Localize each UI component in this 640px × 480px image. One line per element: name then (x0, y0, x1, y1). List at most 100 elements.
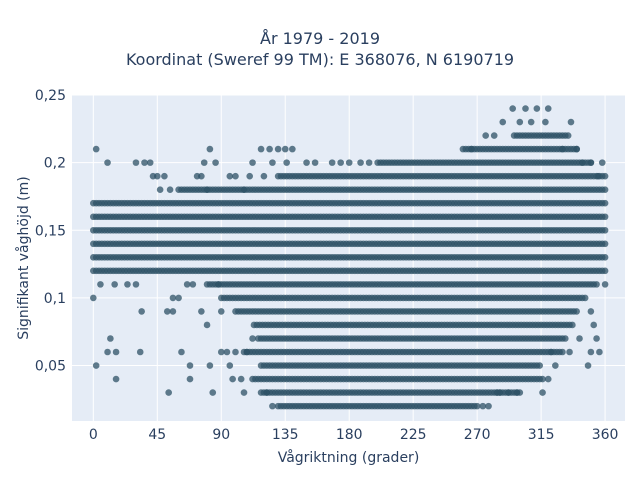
data-point (90, 294, 97, 302)
x-tick-label: 270 (464, 427, 491, 443)
data-point (479, 402, 487, 410)
data-point (178, 348, 185, 356)
data-point (493, 389, 501, 396)
data-point (226, 172, 234, 180)
data-point (136, 348, 144, 356)
data-point (274, 145, 282, 153)
y-tick-label: 0,05 (35, 359, 66, 375)
data-point (542, 118, 549, 126)
data-point (539, 375, 546, 383)
data-point (584, 362, 592, 369)
data-point (593, 281, 600, 288)
data-point (576, 335, 583, 342)
data-point (141, 159, 148, 166)
data-point (166, 186, 174, 193)
data-point (509, 105, 516, 112)
data-point (232, 348, 239, 356)
data-point (169, 294, 177, 302)
data-point (499, 118, 507, 126)
data-point (138, 308, 145, 315)
data-points (90, 105, 609, 410)
data-point (601, 240, 609, 248)
data-point (505, 389, 512, 396)
data-point (263, 389, 271, 396)
data-point (601, 172, 609, 180)
data-point (601, 199, 609, 207)
data-point (596, 348, 603, 356)
data-point (601, 267, 609, 275)
data-point (206, 362, 214, 369)
y-axis-ticks: 0,05 0,1 0,15 0,2 0,25 (35, 88, 66, 375)
data-point (112, 348, 120, 356)
data-point (169, 308, 177, 315)
data-point (186, 375, 194, 383)
data-point (186, 362, 194, 369)
data-point (260, 172, 268, 180)
data-point (601, 213, 609, 221)
data-point (516, 118, 524, 126)
data-point (513, 389, 521, 396)
data-point (203, 321, 211, 329)
data-point (482, 132, 489, 139)
data-point (490, 132, 498, 139)
data-point (269, 159, 276, 166)
data-point (564, 132, 572, 139)
data-point (283, 159, 290, 166)
data-point (468, 145, 475, 153)
data-point (217, 348, 225, 356)
data-point (345, 159, 353, 166)
y-tick-label: 0,25 (35, 88, 66, 104)
data-point (163, 308, 171, 315)
data-point (243, 348, 251, 356)
data-point (200, 159, 208, 166)
x-tick-label: 135 (272, 427, 299, 443)
x-axis-ticks: 0 45 90 135 180 225 270 315 360 (89, 427, 619, 443)
data-point (303, 159, 310, 166)
data-point (544, 375, 552, 383)
data-point (240, 186, 248, 193)
x-tick-label: 180 (336, 427, 363, 443)
data-point (223, 348, 231, 356)
data-point (154, 172, 161, 180)
data-point (206, 145, 214, 153)
x-tick-label: 0 (89, 427, 98, 443)
data-point (598, 159, 606, 166)
x-tick-label: 315 (528, 427, 555, 443)
x-tick-label: 45 (148, 427, 166, 443)
data-point (594, 172, 602, 180)
data-point (559, 348, 566, 356)
data-point (124, 281, 131, 288)
data-point (212, 159, 219, 166)
x-axis-title: Vågriktning (grader) (278, 449, 420, 466)
data-point (581, 294, 589, 302)
data-point (544, 105, 552, 112)
data-point (601, 254, 609, 261)
data-point (601, 281, 609, 288)
data-point (104, 159, 111, 166)
data-point (539, 389, 546, 396)
data-point (257, 389, 265, 396)
chart-title-line-1: År 1979 - 2019 (260, 29, 380, 48)
x-tick-label: 360 (592, 427, 619, 443)
data-point (217, 308, 225, 315)
data-point (156, 186, 164, 193)
data-point (240, 389, 248, 396)
data-point (246, 172, 253, 180)
data-point (183, 281, 191, 288)
data-point (92, 362, 100, 369)
data-point (281, 145, 289, 153)
data-point (215, 281, 222, 288)
data-point (97, 281, 104, 288)
data-point (249, 159, 256, 166)
data-point (601, 226, 609, 234)
data-point (132, 281, 140, 288)
data-point (198, 172, 205, 180)
data-point (337, 159, 344, 166)
data-point (237, 375, 245, 383)
data-point (161, 172, 168, 180)
data-point (226, 362, 234, 369)
data-point (536, 362, 543, 369)
data-point (257, 145, 265, 153)
data-point (559, 145, 566, 153)
data-point (132, 159, 140, 166)
